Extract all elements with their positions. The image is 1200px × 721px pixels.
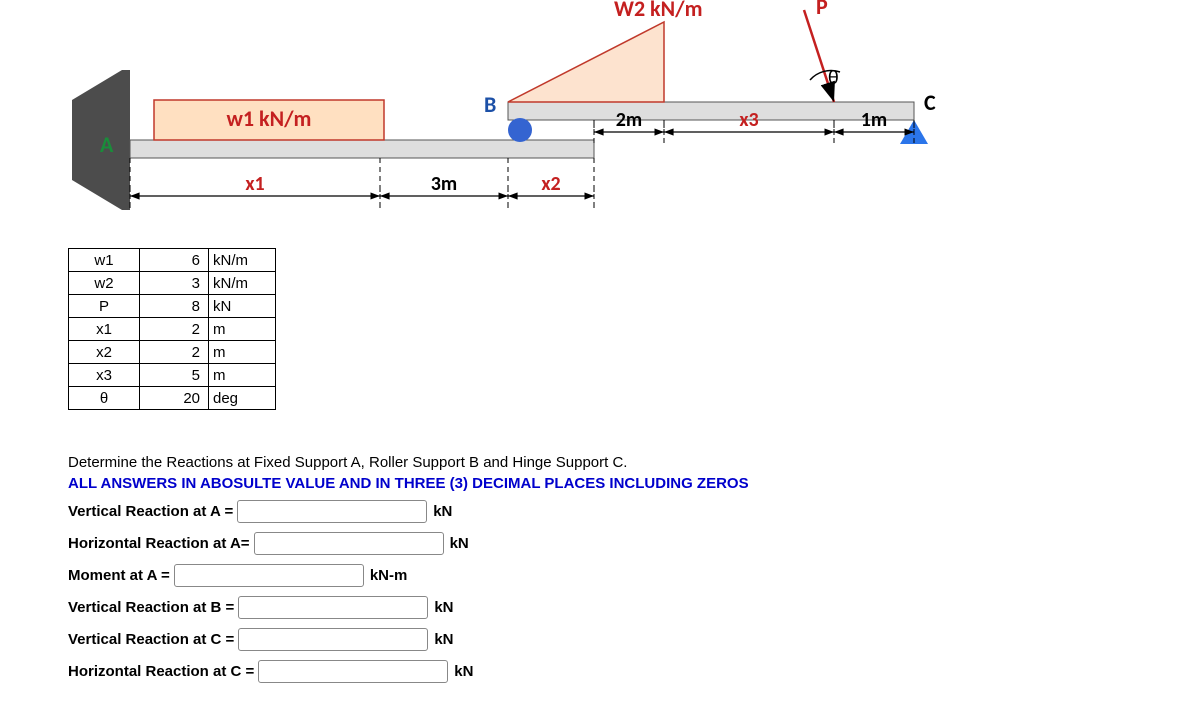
table-cell: kN	[209, 295, 276, 318]
problem-instruction: ALL ANSWERS IN ABOSULTE VALUE AND IN THR…	[68, 473, 749, 494]
beam-diagram: w1 kN/m A B W2 kN/m Pθ Cx1 3m x2 2m x3 1m	[0, 0, 1200, 235]
answer-unit: kN	[434, 597, 453, 618]
svg-text:x1: x1	[245, 172, 264, 196]
table-cell: m	[209, 318, 276, 341]
beam-svg: w1 kN/m A B W2 kN/m Pθ Cx1 3m x2 2m x3 1m	[0, 0, 1200, 235]
answer-row: Horizontal Reaction at A= kN	[68, 532, 749, 555]
table-cell: x2	[69, 341, 140, 364]
svg-text:B: B	[484, 91, 496, 118]
problem-statement: Determine the Reactions at Fixed Support…	[68, 452, 749, 473]
svg-text:3m: 3m	[431, 172, 457, 196]
answer-input[interactable]	[238, 628, 428, 651]
answer-input[interactable]	[254, 532, 444, 555]
answer-row: Vertical Reaction at C = kN	[68, 628, 749, 651]
parameters-table: w16kN/mw23kN/mP8kNx12mx22mx35mθ20deg	[68, 248, 276, 410]
table-cell: 20	[140, 387, 209, 410]
answer-label: Horizontal Reaction at A=	[68, 533, 250, 554]
answer-row: Moment at A = kN-m	[68, 564, 749, 587]
table-row: θ20deg	[69, 387, 276, 410]
table-cell: deg	[209, 387, 276, 410]
table-cell: 6	[140, 249, 209, 272]
svg-text:w1 kN/m: w1 kN/m	[227, 105, 312, 132]
svg-text:1m: 1m	[861, 108, 887, 132]
answer-unit: kN	[433, 501, 452, 522]
answer-label: Horizontal Reaction at C =	[68, 661, 254, 682]
answer-row: Vertical Reaction at A = kN	[68, 500, 749, 523]
table-cell: 3	[140, 272, 209, 295]
answer-unit: kN	[434, 629, 453, 650]
table-cell: x3	[69, 364, 140, 387]
svg-text:θ: θ	[828, 66, 839, 90]
svg-text:C: C	[924, 89, 936, 116]
answer-input[interactable]	[237, 500, 427, 523]
table-cell: x1	[69, 318, 140, 341]
answers-container: Vertical Reaction at A =kNHorizontal Rea…	[68, 500, 749, 683]
table-cell: m	[209, 341, 276, 364]
table-cell: 2	[140, 341, 209, 364]
table-cell: 8	[140, 295, 209, 318]
table-row: x22m	[69, 341, 276, 364]
table-cell: 2	[140, 318, 209, 341]
table-cell: P	[69, 295, 140, 318]
svg-text:A: A	[100, 131, 114, 158]
svg-text:x2: x2	[541, 172, 560, 196]
svg-text:P: P	[816, 0, 828, 20]
table-cell: 5	[140, 364, 209, 387]
answer-label: Vertical Reaction at C =	[68, 629, 234, 650]
answer-unit: kN-m	[370, 565, 408, 586]
problem-block: Determine the Reactions at Fixed Support…	[68, 452, 749, 692]
answer-label: Vertical Reaction at A =	[68, 501, 233, 522]
answer-label: Moment at A =	[68, 565, 170, 586]
table-row: P8kN	[69, 295, 276, 318]
table-cell: m	[209, 364, 276, 387]
svg-text:2m: 2m	[616, 108, 642, 132]
answer-unit: kN	[450, 533, 469, 554]
answer-row: Horizontal Reaction at C = kN	[68, 660, 749, 683]
param-tbody: w16kN/mw23kN/mP8kNx12mx22mx35mθ20deg	[69, 249, 276, 410]
answer-label: Vertical Reaction at B =	[68, 597, 234, 618]
table-row: w23kN/m	[69, 272, 276, 295]
answer-input[interactable]	[174, 564, 364, 587]
table-row: x12m	[69, 318, 276, 341]
answer-unit: kN	[454, 661, 473, 682]
svg-text:x3: x3	[739, 108, 758, 132]
table-cell: w1	[69, 249, 140, 272]
answer-row: Vertical Reaction at B = kN	[68, 596, 749, 619]
table-cell: kN/m	[209, 249, 276, 272]
answer-input[interactable]	[238, 596, 428, 619]
table-row: x35m	[69, 364, 276, 387]
table-cell: θ	[69, 387, 140, 410]
table-cell: w2	[69, 272, 140, 295]
table-cell: kN/m	[209, 272, 276, 295]
svg-text:W2 kN/m: W2 kN/m	[614, 0, 702, 22]
table-row: w16kN/m	[69, 249, 276, 272]
answer-input[interactable]	[258, 660, 448, 683]
